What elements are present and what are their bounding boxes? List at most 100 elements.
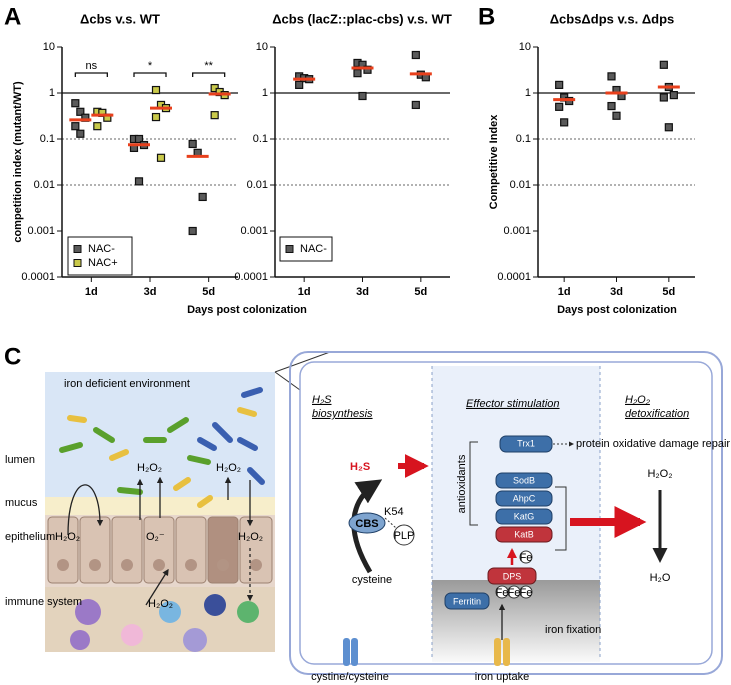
- chart-title: ΔcbsΔdps v.s. Δdps: [550, 11, 675, 26]
- data-point: [210, 111, 219, 120]
- chart-title: Δcbs v.s. WT: [80, 11, 160, 26]
- significance-label: *: [148, 60, 153, 72]
- protein-label: KatB: [514, 529, 534, 539]
- zoom-line: [274, 351, 331, 373]
- molecule: H₂O₂: [238, 531, 263, 543]
- tissue-illustration: [45, 372, 275, 652]
- y-tick-label: 10: [256, 41, 268, 53]
- legend-swatch: [285, 245, 294, 253]
- significance-label: ns: [86, 60, 98, 72]
- substrate-label: cysteine: [352, 574, 392, 586]
- y-tick-label: 0.0001: [497, 271, 531, 283]
- y-tick-label: 0.1: [40, 133, 55, 145]
- transporter-label: cystine/cysteine: [311, 671, 389, 683]
- legend-swatch: [73, 259, 82, 267]
- significance-bracket: [133, 72, 167, 77]
- zoom-line: [274, 371, 301, 391]
- y-tick-label: 0.0001: [21, 271, 55, 283]
- y-tick-label: 0.001: [27, 225, 55, 237]
- legend-label: NAC+: [88, 257, 118, 269]
- data-point: [151, 85, 161, 95]
- data-point: [664, 123, 673, 132]
- environment-label: iron deficient environment: [64, 378, 190, 390]
- x-tick-label: 5d: [414, 286, 427, 298]
- x-tick-label: 3d: [144, 286, 157, 298]
- data-point: [76, 129, 85, 138]
- x-tick-label: 1d: [85, 286, 98, 298]
- cell-illustration: [289, 351, 723, 675]
- x-tick-label: 1d: [298, 286, 311, 298]
- data-point: [93, 122, 102, 131]
- panel-letter: B: [478, 3, 495, 30]
- x-tick-label: 3d: [610, 286, 623, 298]
- data-point: [198, 192, 207, 202]
- column-header: H₂S: [312, 394, 332, 406]
- molecule: H₂O₂: [216, 462, 241, 474]
- data-point: [555, 102, 564, 111]
- x-tick-label: 1d: [558, 286, 571, 298]
- y-tick-label: 10: [519, 41, 531, 53]
- y-tick-label: 1: [49, 87, 55, 99]
- iron-label: Fe: [520, 552, 533, 564]
- group-label: antioxidants: [456, 454, 468, 513]
- x-tick-label: 5d: [202, 286, 215, 298]
- chart-title: Δcbs (lacZ::plac-cbs) v.s. WT: [272, 11, 452, 26]
- protein-label: Ferritin: [453, 596, 481, 606]
- data-point: [659, 93, 668, 102]
- data-point: [295, 80, 304, 89]
- y-tick-label: 0.01: [510, 179, 531, 191]
- column-header: detoxification: [625, 408, 689, 420]
- data-point: [76, 107, 85, 116]
- layer-label: epithelium: [5, 531, 55, 543]
- protein-label: KatG: [514, 511, 535, 521]
- y-axis-label: Competitive Index: [488, 114, 500, 210]
- panel-letter: A: [4, 3, 21, 30]
- data-point: [151, 112, 161, 122]
- data-point: [669, 91, 678, 100]
- data-point: [134, 177, 144, 186]
- legend-box: [67, 236, 133, 276]
- protein-label: AhpC: [513, 493, 536, 503]
- data-point: [156, 153, 166, 162]
- region-label: iron fixation: [545, 624, 601, 636]
- data-point: [607, 101, 616, 111]
- x-axis-label: Days post colonization: [557, 304, 677, 316]
- legend-swatch: [73, 245, 82, 253]
- iron-label: Fe: [508, 587, 521, 599]
- data-point: [607, 72, 616, 81]
- data-point: [71, 122, 80, 131]
- protein-label: DPS: [503, 571, 522, 581]
- data-point: [188, 226, 197, 236]
- molecule: O₂⁻: [146, 531, 165, 543]
- enzyme-label: CBS: [355, 518, 378, 530]
- molecule: H₂O₂: [647, 468, 672, 480]
- molecule: H₂O: [650, 572, 671, 584]
- significance-label: **: [204, 60, 213, 72]
- molecule: H₂O₂: [148, 598, 173, 610]
- transporter-label: iron uptake: [475, 671, 529, 683]
- y-tick-label: 0.001: [503, 225, 531, 237]
- x-axis-label: Days post colonization: [187, 304, 307, 316]
- y-tick-label: 0.1: [253, 133, 268, 145]
- residue-label: K54: [384, 506, 404, 518]
- data-point: [555, 80, 564, 89]
- data-point: [560, 118, 569, 127]
- column-header: Effector stimulation: [466, 398, 560, 410]
- legend-label: NAC-: [88, 243, 115, 255]
- significance-bracket: [192, 72, 226, 77]
- data-point: [353, 69, 362, 78]
- column-header: biosynthesis: [312, 408, 373, 420]
- data-point: [134, 134, 144, 144]
- data-point: [363, 65, 372, 74]
- y-tick-label: 0.01: [34, 179, 55, 191]
- y-tick-label: 1: [525, 87, 531, 99]
- y-tick-label: 1: [262, 87, 268, 99]
- significance-bracket: [74, 72, 108, 77]
- layer-label: immune system: [5, 596, 82, 608]
- column-header: H₂O₂: [625, 394, 651, 406]
- y-tick-label: 0.01: [247, 179, 268, 191]
- y-tick-label: 10: [43, 41, 55, 53]
- y-axis-label: competition index (mutant/WT): [12, 81, 24, 243]
- y-tick-label: 0.0001: [234, 271, 268, 283]
